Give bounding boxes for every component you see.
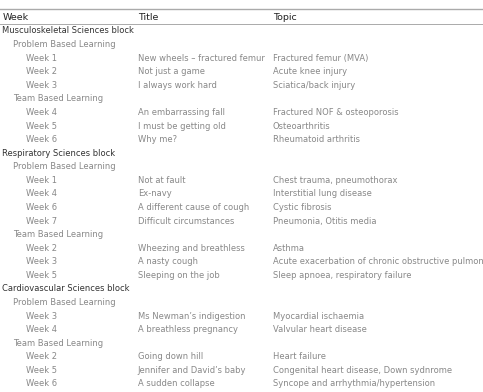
Text: Week 5: Week 5 xyxy=(26,122,57,131)
Text: Fractured femur (MVA): Fractured femur (MVA) xyxy=(273,54,368,63)
Text: Asthma: Asthma xyxy=(273,244,305,253)
Text: Not at fault: Not at fault xyxy=(138,176,185,185)
Text: Week 3: Week 3 xyxy=(26,81,57,90)
Text: Week 2: Week 2 xyxy=(26,67,57,76)
Text: Myocardial ischaemia: Myocardial ischaemia xyxy=(273,312,364,321)
Text: Week 7: Week 7 xyxy=(26,216,57,225)
Text: Why me?: Why me? xyxy=(138,135,177,144)
Text: Topic: Topic xyxy=(273,13,297,22)
Text: Acute exacerbation of chronic obstructive pulmonary disease: Acute exacerbation of chronic obstructiv… xyxy=(273,257,483,266)
Text: Ms Newman’s indigestion: Ms Newman’s indigestion xyxy=(138,312,245,321)
Text: Pneumonia, Otitis media: Pneumonia, Otitis media xyxy=(273,216,376,225)
Text: Not just a game: Not just a game xyxy=(138,67,205,76)
Text: An embarrassing fall: An embarrassing fall xyxy=(138,108,225,117)
Text: Problem Based Learning: Problem Based Learning xyxy=(13,40,115,49)
Text: Musculoskeletal Sciences block: Musculoskeletal Sciences block xyxy=(2,27,134,36)
Text: Acute knee injury: Acute knee injury xyxy=(273,67,347,76)
Text: Team Based Learning: Team Based Learning xyxy=(13,339,103,348)
Text: Difficult circumstances: Difficult circumstances xyxy=(138,216,234,225)
Text: Week 3: Week 3 xyxy=(26,257,57,266)
Text: Title: Title xyxy=(138,13,158,22)
Text: Osteoarthritis: Osteoarthritis xyxy=(273,122,331,131)
Text: A different cause of cough: A different cause of cough xyxy=(138,203,249,212)
Text: Fractured NOF & osteoporosis: Fractured NOF & osteoporosis xyxy=(273,108,398,117)
Text: Respiratory Sciences block: Respiratory Sciences block xyxy=(2,149,115,158)
Text: Cardiovascular Sciences block: Cardiovascular Sciences block xyxy=(2,285,130,293)
Text: Week 6: Week 6 xyxy=(26,379,57,388)
Text: Interstitial lung disease: Interstitial lung disease xyxy=(273,189,372,198)
Text: Team Based Learning: Team Based Learning xyxy=(13,94,103,103)
Text: Chest trauma, pneumothorax: Chest trauma, pneumothorax xyxy=(273,176,398,185)
Text: Week 4: Week 4 xyxy=(26,108,57,117)
Text: Week 5: Week 5 xyxy=(26,366,57,375)
Text: Going down hill: Going down hill xyxy=(138,352,203,361)
Text: New wheels – fractured femur: New wheels – fractured femur xyxy=(138,54,265,63)
Text: Ex-navy: Ex-navy xyxy=(138,189,171,198)
Text: Congenital heart disease, Down sydnrome: Congenital heart disease, Down sydnrome xyxy=(273,366,452,375)
Text: Rheumatoid arthritis: Rheumatoid arthritis xyxy=(273,135,360,144)
Text: Team Based Learning: Team Based Learning xyxy=(13,230,103,239)
Text: I always work hard: I always work hard xyxy=(138,81,216,90)
Text: A sudden collapse: A sudden collapse xyxy=(138,379,214,388)
Text: Sleep apnoea, respiratory failure: Sleep apnoea, respiratory failure xyxy=(273,271,412,280)
Text: Syncope and arrhythmia/hypertension: Syncope and arrhythmia/hypertension xyxy=(273,379,435,388)
Text: Wheezing and breathless: Wheezing and breathless xyxy=(138,244,244,253)
Text: Week 2: Week 2 xyxy=(26,244,57,253)
Text: Week 4: Week 4 xyxy=(26,189,57,198)
Text: Week 1: Week 1 xyxy=(26,176,57,185)
Text: Sleeping on the job: Sleeping on the job xyxy=(138,271,219,280)
Text: Cystic fibrosis: Cystic fibrosis xyxy=(273,203,331,212)
Text: Week 4: Week 4 xyxy=(26,325,57,334)
Text: I must be getting old: I must be getting old xyxy=(138,122,226,131)
Text: Sciatica/back injury: Sciatica/back injury xyxy=(273,81,355,90)
Text: A nasty cough: A nasty cough xyxy=(138,257,198,266)
Text: Week 6: Week 6 xyxy=(26,203,57,212)
Text: Week 5: Week 5 xyxy=(26,271,57,280)
Text: Week 6: Week 6 xyxy=(26,135,57,144)
Text: Valvular heart disease: Valvular heart disease xyxy=(273,325,367,334)
Text: Week: Week xyxy=(2,13,28,22)
Text: A breathless pregnancy: A breathless pregnancy xyxy=(138,325,238,334)
Text: Problem Based Learning: Problem Based Learning xyxy=(13,298,115,307)
Text: Week 2: Week 2 xyxy=(26,352,57,361)
Text: Heart failure: Heart failure xyxy=(273,352,326,361)
Text: Week 3: Week 3 xyxy=(26,312,57,321)
Text: Problem Based Learning: Problem Based Learning xyxy=(13,162,115,171)
Text: Week 1: Week 1 xyxy=(26,54,57,63)
Text: Jennifer and David’s baby: Jennifer and David’s baby xyxy=(138,366,246,375)
